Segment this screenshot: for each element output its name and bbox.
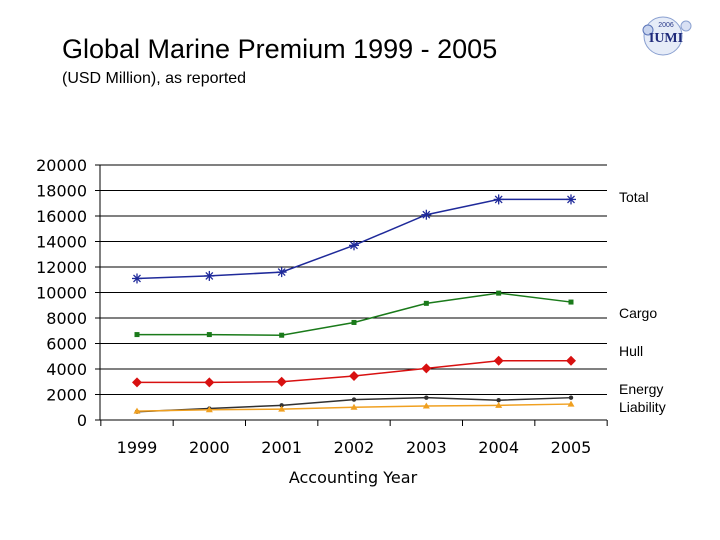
data-point <box>278 405 286 412</box>
series-line <box>137 292 572 336</box>
data-point <box>350 403 358 410</box>
series-liability <box>133 400 575 414</box>
y-tick-label: 4000 <box>46 360 87 379</box>
y-tick-label: 12000 <box>36 258 87 277</box>
data-point <box>204 270 215 281</box>
y-axis-ticks: 0 2000 4000 6000 8000 10000 12000 14000 16000 180… <box>36 156 100 430</box>
data-point <box>422 402 430 409</box>
data-point <box>351 397 357 402</box>
y-tick-label: 0 <box>77 411 87 430</box>
chart-subtitle: (USD Million), as reported <box>62 70 247 87</box>
data-point <box>421 363 432 374</box>
logo-text: IUMI <box>649 31 683 46</box>
x-tick-label: 2000 <box>189 438 230 457</box>
y-tick-label: 2000 <box>46 386 87 405</box>
legend-hull: Hull <box>619 343 644 359</box>
gridlines <box>100 164 607 395</box>
x-tick-label: 2002 <box>334 438 375 457</box>
x-tick-label: 1999 <box>117 438 158 457</box>
legend-cargo: Cargo <box>619 305 658 321</box>
data-point <box>349 371 359 382</box>
data-point <box>421 209 432 220</box>
legend-total: Total <box>619 189 649 205</box>
data-point <box>423 300 429 306</box>
data-point <box>495 401 503 408</box>
series-total <box>132 194 576 284</box>
data-point <box>351 319 357 325</box>
data-point <box>496 290 502 296</box>
data-point <box>132 273 142 284</box>
x-tick-label: 2003 <box>406 438 447 457</box>
data-point <box>204 377 215 388</box>
data-point <box>132 377 142 388</box>
data-point <box>566 355 576 366</box>
data-point <box>279 403 284 408</box>
data-point <box>493 355 504 366</box>
data-point <box>133 407 141 414</box>
data-point <box>567 400 575 407</box>
data-point <box>205 406 213 413</box>
legend-energy-liability: Energy Liability <box>619 381 666 415</box>
x-axis-label: Accounting Year <box>289 468 418 487</box>
data-point <box>566 194 576 205</box>
data-point <box>279 332 285 338</box>
data-point <box>134 332 140 338</box>
y-tick-label: 18000 <box>36 182 87 201</box>
axes <box>99 165 607 421</box>
data-point <box>496 398 501 403</box>
data-point <box>276 267 287 278</box>
y-tick-label: 20000 <box>36 156 87 175</box>
y-tick-label: 6000 <box>46 335 87 354</box>
data-point <box>493 194 504 205</box>
x-axis-ticks: 1999 2000 2001 2002 2003 2004 2005 <box>100 420 608 457</box>
x-tick-label: 2005 <box>551 438 592 457</box>
x-tick-label: 2004 <box>478 438 519 457</box>
iumi-logo: 2006 IUMI <box>642 16 692 56</box>
y-tick-label: 8000 <box>46 309 87 328</box>
data-point <box>424 395 429 400</box>
logo-year: 2006 <box>658 22 674 29</box>
data-point <box>206 332 212 338</box>
x-tick-label: 2001 <box>261 438 302 457</box>
series-hull <box>132 355 576 388</box>
series-group <box>132 194 576 414</box>
y-tick-label: 10000 <box>36 284 87 303</box>
data-point <box>276 376 287 387</box>
data-point <box>568 395 574 400</box>
chart-title: Global Marine Premium 1999 - 2005 <box>62 34 498 64</box>
y-tick-label: 14000 <box>36 233 87 252</box>
series-cargo <box>134 290 574 338</box>
data-point <box>568 299 574 305</box>
data-point <box>349 240 359 251</box>
y-tick-label: 16000 <box>36 207 87 226</box>
